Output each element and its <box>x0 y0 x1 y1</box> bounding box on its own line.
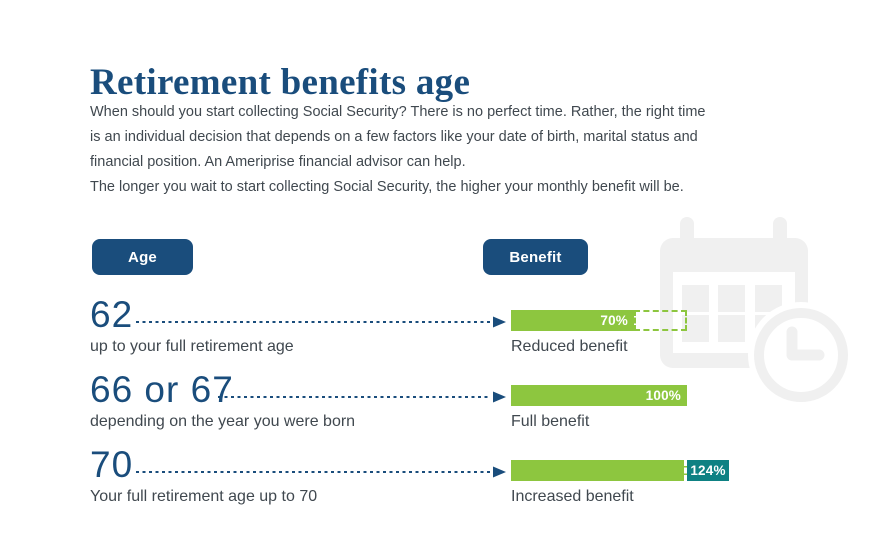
bar-fill <box>511 460 687 481</box>
dotted-arrow-icon <box>136 466 506 478</box>
age-value: 70 <box>90 444 134 485</box>
bar-value-label: 70% <box>600 313 628 328</box>
age-caption: depending on the year you were born <box>90 413 356 430</box>
age-value: 66 or 67 <box>90 369 234 410</box>
age-caption: Your full retirement age up to 70 <box>90 488 318 505</box>
age-caption: up to your full retirement age <box>90 338 294 355</box>
benefit-row-66-67: 66 or 67 depending on the year you were … <box>90 371 800 443</box>
benefit-bar: 70% <box>511 310 687 331</box>
benefit-caption: Increased benefit <box>511 488 634 505</box>
bar-value-label: 124% <box>690 463 726 478</box>
bar-value-label: 100% <box>645 388 681 403</box>
benefit-caption: Full benefit <box>511 413 590 430</box>
benefit-caption: Reduced benefit <box>511 338 628 355</box>
benefit-column-header: Benefit <box>483 239 588 275</box>
bar-fill: 70% <box>511 310 634 331</box>
intro-text: When should you start collecting Social … <box>90 103 706 170</box>
age-column-header: Age <box>92 239 193 275</box>
calendar-clock-icon <box>660 217 854 408</box>
dotted-arrow-icon <box>136 316 506 328</box>
benefit-row-62: 62 up to your full retirement age 70% Re… <box>90 296 800 368</box>
benefit-bar: 100% <box>511 385 687 406</box>
page-title: Retirement benefits age <box>90 61 471 103</box>
dotted-arrow-icon <box>218 391 506 403</box>
bar-overage: 124% <box>687 460 729 481</box>
benefit-bar: 124% <box>511 460 729 481</box>
age-value: 62 <box>90 294 134 335</box>
bar-fill: 100% <box>511 385 687 406</box>
bar-remainder-dashed <box>634 310 687 331</box>
wait-longer-note: The longer you wait to start collecting … <box>90 178 684 195</box>
benefit-row-70: 70 Your full retirement age up to 70 124… <box>90 446 800 518</box>
